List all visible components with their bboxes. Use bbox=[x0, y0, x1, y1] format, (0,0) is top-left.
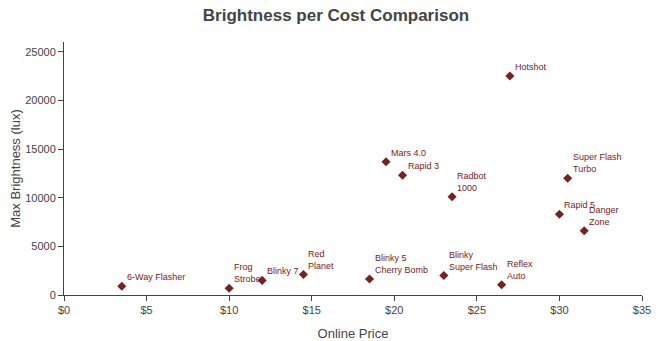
svg-text:Mars 4.0: Mars 4.0 bbox=[391, 148, 426, 158]
svg-text:25000: 25000 bbox=[25, 46, 56, 58]
svg-text:Blinky 5Cherry Bomb: Blinky 5Cherry Bomb bbox=[375, 253, 428, 275]
svg-text:$5: $5 bbox=[140, 304, 152, 316]
svg-text:Max Brightness (lux): Max Brightness (lux) bbox=[8, 109, 23, 227]
svg-text:RedPlanet: RedPlanet bbox=[308, 249, 334, 271]
svg-text:$10: $10 bbox=[220, 304, 238, 316]
svg-text:5000: 5000 bbox=[31, 240, 55, 252]
svg-text:6-Way Flasher: 6-Way Flasher bbox=[127, 272, 185, 282]
svg-text:Online Price: Online Price bbox=[318, 326, 389, 341]
svg-text:0: 0 bbox=[50, 289, 56, 301]
svg-text:$0: $0 bbox=[58, 304, 70, 316]
svg-text:$15: $15 bbox=[303, 304, 321, 316]
svg-text:20000: 20000 bbox=[25, 94, 56, 106]
svg-text:Rapid 3: Rapid 3 bbox=[408, 161, 439, 171]
svg-text:FrogStrobe: FrogStrobe bbox=[234, 262, 261, 284]
svg-text:BlinkySuper Flash: BlinkySuper Flash bbox=[449, 250, 498, 272]
svg-text:15000: 15000 bbox=[25, 143, 56, 155]
svg-text:$30: $30 bbox=[550, 304, 568, 316]
svg-text:Blinky 7: Blinky 7 bbox=[267, 266, 299, 276]
svg-text:$35: $35 bbox=[633, 304, 651, 316]
svg-text:10000: 10000 bbox=[25, 192, 56, 204]
svg-text:Rapid 5: Rapid 5 bbox=[564, 200, 595, 210]
svg-text:Super FlashTurbo: Super FlashTurbo bbox=[573, 152, 622, 174]
svg-text:$20: $20 bbox=[385, 304, 403, 316]
svg-text:Hotshot: Hotshot bbox=[515, 62, 547, 72]
svg-text:$25: $25 bbox=[468, 304, 486, 316]
svg-text:Radbot1000: Radbot1000 bbox=[457, 171, 487, 193]
svg-text:DangerZone: DangerZone bbox=[589, 205, 619, 227]
svg-text:ReflexAuto: ReflexAuto bbox=[507, 259, 533, 281]
svg-text:Brightness per Cost Comparison: Brightness per Cost Comparison bbox=[203, 6, 469, 25]
